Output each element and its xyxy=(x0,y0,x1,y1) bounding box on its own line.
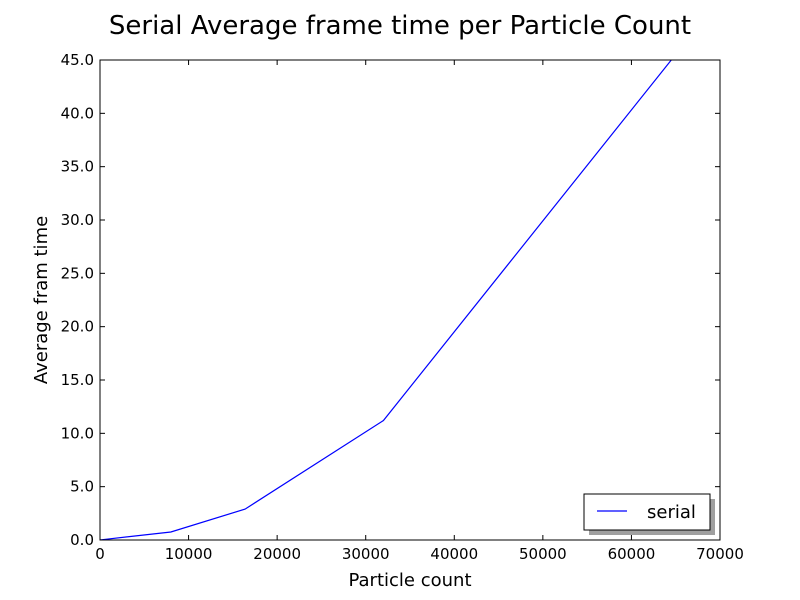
y-tick-label: 25.0 xyxy=(61,264,94,282)
y-tick-label: 15.0 xyxy=(61,371,94,389)
x-axis: 0 10000 20000 30000 40000 50000 60000 70000 xyxy=(95,60,744,563)
x-tick-label: 60000 xyxy=(608,545,656,563)
x-tick-label: 70000 xyxy=(696,545,744,563)
legend-label-serial: serial xyxy=(647,502,696,523)
y-tick-label: 0.0 xyxy=(70,531,94,549)
y-tick-label: 30.0 xyxy=(61,211,94,229)
series-line-serial xyxy=(100,60,672,540)
x-axis-label: Particle count xyxy=(348,570,471,591)
y-tick-label: 20.0 xyxy=(61,318,94,336)
plot-frame xyxy=(99,59,721,541)
x-tick-label: 30000 xyxy=(342,545,390,563)
legend-box xyxy=(583,493,711,531)
x-tick-label: 10000 xyxy=(165,545,213,563)
x-tick-label: 0 xyxy=(95,545,105,563)
x-tick-label: 50000 xyxy=(519,545,567,563)
y-tick-label: 40.0 xyxy=(61,104,94,122)
y-axis: 0.0 5.0 10.0 15.0 20.0 25.0 30.0 35.0 40.0 45.0 xyxy=(61,51,720,549)
plot-area xyxy=(99,59,721,541)
y-tick-label: 45.0 xyxy=(61,51,94,69)
x-tick-label: 20000 xyxy=(253,545,301,563)
legend: serial xyxy=(583,493,715,535)
series-layer xyxy=(100,60,672,540)
chart-title: Serial Average frame time per Particle C… xyxy=(109,11,691,41)
y-axis-label: Average fram time xyxy=(31,216,52,384)
y-tick-label: 35.0 xyxy=(61,158,94,176)
y-tick-label: 10.0 xyxy=(61,424,94,442)
x-tick-label: 40000 xyxy=(430,545,478,563)
y-tick-label: 5.0 xyxy=(70,478,94,496)
